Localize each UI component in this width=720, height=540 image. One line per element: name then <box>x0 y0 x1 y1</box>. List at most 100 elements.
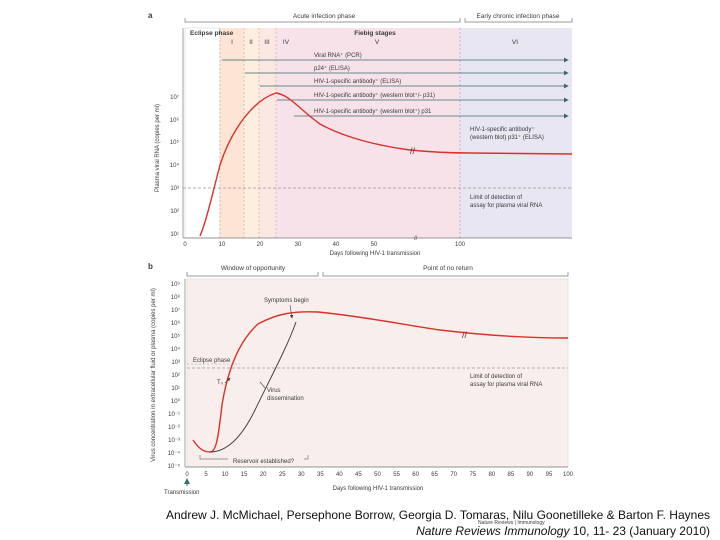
y-tick: 10⁵ <box>171 333 181 340</box>
x-tick: 10 <box>219 242 226 248</box>
x-tick: 30 <box>298 472 305 478</box>
dissemination-annotation: Virus <box>267 388 281 394</box>
chronic-region <box>460 28 572 238</box>
marker-arrows: Viral RNA⁺ (PCR) p24⁺ (ELISA) HIV-1-spec… <box>222 52 569 119</box>
stage-label: II <box>249 39 253 46</box>
right-note-line: HIV-1-specific antibody⁺ <box>470 126 535 133</box>
marker-label: p24⁺ (ELISA) <box>314 65 350 72</box>
viral-load-curve <box>199 92 573 237</box>
svg-text://: // <box>410 146 416 156</box>
y-tick: 10⁶ <box>170 117 180 124</box>
reservoir-annotation: Reservoir established? <box>233 459 295 465</box>
x-tick: 55 <box>393 472 400 478</box>
y-tick: 10⁻³ <box>168 438 180 444</box>
x-tick: 75 <box>469 472 476 478</box>
journal-name: Nature Reviews Immunology <box>416 524 570 538</box>
panel-b-ylabel: Virus concentration in extracellular flu… <box>151 288 157 462</box>
eclipse-region <box>184 27 221 239</box>
x-tick: 80 <box>488 472 495 478</box>
panel-a-yticks: 10⁷ 10⁶ 10⁵ 10⁴ 10³ 10² 10¹ <box>170 94 180 238</box>
y-tick: 10⁻⁴ <box>168 450 181 457</box>
panel-a-ylabel: Plasma viral RNA (copies per ml) <box>155 104 161 192</box>
x-tick: 0 <box>185 472 189 478</box>
x-tick: 50 <box>374 472 381 478</box>
y-tick: 10⁷ <box>170 94 179 101</box>
panel-b-label: b <box>148 262 153 271</box>
y-tick: 10¹ <box>171 386 180 392</box>
panel-a-label: a <box>148 11 153 20</box>
detection-note-line: Limit of detection of <box>470 374 522 380</box>
symptoms-annotation: Symptoms begin <box>264 298 309 304</box>
y-tick: 10⁻¹ <box>168 412 180 418</box>
y-tick: 10⁴ <box>171 346 181 353</box>
y-tick: 10⁻⁵ <box>168 463 181 470</box>
marker-label: HIV-1-specific antibody⁺ (ELISA) <box>314 78 401 85</box>
marker-label: HIV-1-specific antibody⁺ (western blot⁺/… <box>314 92 435 99</box>
y-tick: 10⁶ <box>171 320 181 327</box>
y-tick: 10⁷ <box>171 307 180 314</box>
right-note-line: (western blot) p31⁺ (ELISA) <box>470 134 544 141</box>
y-tick: 10⁰ <box>171 398 181 405</box>
x-tick: 50 <box>371 242 378 248</box>
stage-label: I <box>231 39 233 46</box>
x-tick: 100 <box>455 242 466 248</box>
y-tick: 10⁹ <box>171 281 181 288</box>
stage-label: VI <box>512 39 518 46</box>
svg-text://: // <box>414 236 418 242</box>
chronic-bracket <box>464 18 573 23</box>
stage-i-region <box>220 28 244 238</box>
x-tick: 15 <box>241 472 248 478</box>
detection-note-line: assay for plasma viral RNA <box>470 382 542 388</box>
y-tick: 10³ <box>171 360 180 366</box>
y-tick: 10¹ <box>170 232 179 238</box>
detection-note-line: assay for plasma viral RNA <box>470 203 542 209</box>
x-tick: 60 <box>412 472 419 478</box>
panel-a: a Acute infection phase Early chronic in… <box>148 11 573 257</box>
x-tick: 45 <box>355 472 362 478</box>
x-tick: 35 <box>317 472 324 478</box>
stage-label: V <box>375 39 380 46</box>
stage-iv-v-region <box>276 28 460 238</box>
fiebig-label: Fiebig stages <box>354 30 396 37</box>
eclipse-phase-annotation: Eclipse phase <box>193 358 231 364</box>
panel-b-xlabel: Days following HIV-1 transmission <box>333 486 424 492</box>
x-tick: 90 <box>527 472 534 478</box>
stage-label: IV <box>283 39 290 46</box>
dissemination-annotation: dissemination <box>267 396 304 402</box>
marker-label: Viral RNA⁺ (PCR) <box>314 52 362 59</box>
panel-b-xticks: 0 5 10 15 20 25 30 35 40 45 50 55 60 65 70 75 80 85 90 95 10… <box>185 472 573 478</box>
panel-b-yticks: 10⁹ 10⁸ 10⁷ 10⁶ 10⁵ 10⁴ 10³ 10² 10¹ 10⁰ … <box>168 281 181 470</box>
detection-note-line: Limit of detection of <box>470 195 522 201</box>
y-tick: 10³ <box>170 186 179 192</box>
svg-text://: // <box>462 330 468 340</box>
stage-ii-region <box>244 28 259 238</box>
dissemination-curve <box>209 321 297 453</box>
panel-a-xlabel: Days following HIV-1 transmission <box>330 251 421 257</box>
y-tick: 10⁵ <box>170 139 180 146</box>
x-tick: 95 <box>546 472 553 478</box>
x-tick: 70 <box>450 472 457 478</box>
y-tick: 10² <box>170 209 179 215</box>
x-tick: 30 <box>295 242 302 248</box>
journal-logo: Nature Reviews | Immunology <box>478 520 545 526</box>
transmission-label: Transmission <box>164 490 199 496</box>
stage-label: III <box>264 39 270 46</box>
x-tick: 25 <box>279 472 286 478</box>
y-tick: 10² <box>171 373 180 379</box>
x-tick: 85 <box>508 472 515 478</box>
acute-bracket <box>184 18 461 23</box>
panel-a-xticks: 0 10 20 30 40 50 100 // <box>183 236 465 248</box>
y-tick: 10⁸ <box>171 294 181 301</box>
authors-caption: Andrew J. McMichael, Persephone Borrow, … <box>165 508 710 522</box>
x-tick: 100 <box>563 472 574 478</box>
citation-details: 10, 11- 23 (January 2010) <box>569 524 710 538</box>
stage-iii-region <box>259 28 276 238</box>
x-tick: 40 <box>333 242 340 248</box>
panel-b-plot-area <box>186 278 569 468</box>
x-tick: 10 <box>222 472 229 478</box>
x-tick: 20 <box>260 472 267 478</box>
y-tick: 10⁻² <box>168 425 180 431</box>
x-tick: 0 <box>183 242 187 248</box>
panel-b: b Window of opportunity Point of no retu… <box>148 262 574 496</box>
